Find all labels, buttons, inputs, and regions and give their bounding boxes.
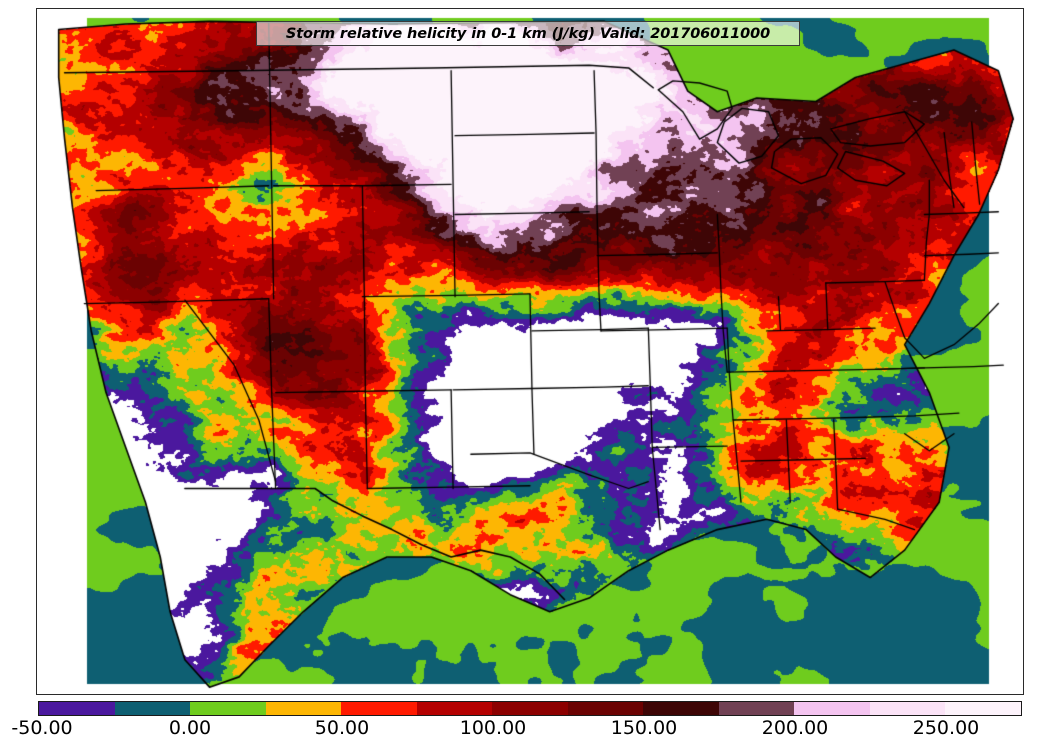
- colorbar-tick: 250.00: [912, 717, 980, 739]
- colorbar-swatch: [190, 702, 266, 715]
- colorbar-swatches: [38, 701, 1022, 716]
- colorbar-swatch: [416, 702, 493, 715]
- colorbar-legend: -50.00 0.00 50.00 100.00 150.00 200.00 250.00: [0, 699, 1044, 745]
- colorbar-tick: 150.00: [610, 717, 678, 739]
- colorbar-swatch: [114, 702, 191, 715]
- colorbar-swatch: [265, 702, 342, 715]
- colorbar-swatch: [567, 702, 644, 715]
- colorbar-swatch: [945, 702, 1021, 715]
- colorbar-tick-labels: -50.00 0.00 50.00 100.00 150.00 200.00 250.00: [0, 717, 1044, 743]
- colorbar-tick: -50.00: [11, 717, 73, 739]
- colorbar-swatch: [718, 702, 795, 715]
- colorbar-swatch: [341, 702, 417, 715]
- colorbar-swatch: [643, 702, 719, 715]
- colorbar-tick: 0.00: [168, 717, 212, 739]
- map-frame: [36, 8, 1024, 695]
- colorbar-tick: 50.00: [314, 717, 370, 739]
- colorbar-swatch: [869, 702, 946, 715]
- colorbar-tick: 200.00: [761, 717, 829, 739]
- colorbar-swatch: [794, 702, 870, 715]
- helicity-heatmap-canvas: [37, 9, 1023, 694]
- colorbar-swatch: [492, 702, 568, 715]
- colorbar-swatch: [39, 702, 115, 715]
- colorbar-tick: 100.00: [459, 717, 527, 739]
